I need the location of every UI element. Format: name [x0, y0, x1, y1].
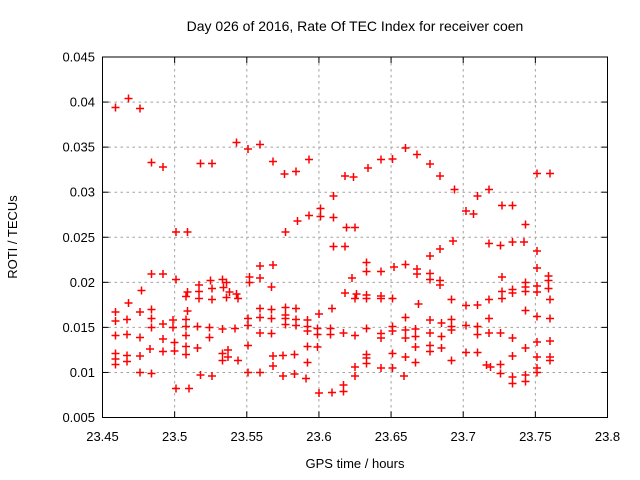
y-axis-label: ROTI / TECUs [5, 195, 20, 279]
x-tick-label: 23.65 [375, 429, 408, 444]
x-tick-label: 23.6 [306, 429, 331, 444]
data-points [111, 94, 554, 397]
y-tick-label: 0.035 [62, 140, 95, 155]
plot-border [102, 56, 608, 418]
y-tick-label: 0.015 [62, 320, 95, 335]
x-axis-label: GPS time / hours [306, 456, 405, 471]
x-tick-label: 23.7 [451, 429, 476, 444]
y-tick-label: 0.04 [70, 95, 95, 110]
y-tick-label: 0.03 [70, 185, 95, 200]
x-tick-label: 23.5 [162, 429, 187, 444]
x-tick-label: 23.75 [519, 429, 552, 444]
scatter-markers [111, 94, 554, 397]
grid-lines [102, 57, 608, 418]
y-tick-label: 0.01 [70, 365, 95, 380]
chart-title: Day 026 of 2016, Rate Of TEC Index for r… [187, 18, 524, 34]
y-tick-label: 0.025 [62, 230, 95, 245]
y-tick-label: 0.005 [62, 410, 95, 425]
x-tick-label: 23.45 [86, 429, 119, 444]
x-tick-label: 23.55 [231, 429, 264, 444]
y-tick-labels: 0.005 0.01 0.015 0.02 0.025 0.03 0.035 0.04 0.04… [62, 50, 95, 426]
y-tick-label: 0.045 [62, 50, 95, 65]
y-tick-label: 0.02 [70, 275, 95, 290]
x-tick-labels: 23.45 23.5 23.55 23.6 23.65 23.7 23.75 23.8 [86, 429, 620, 444]
x-tick-label: 23.8 [595, 429, 620, 444]
